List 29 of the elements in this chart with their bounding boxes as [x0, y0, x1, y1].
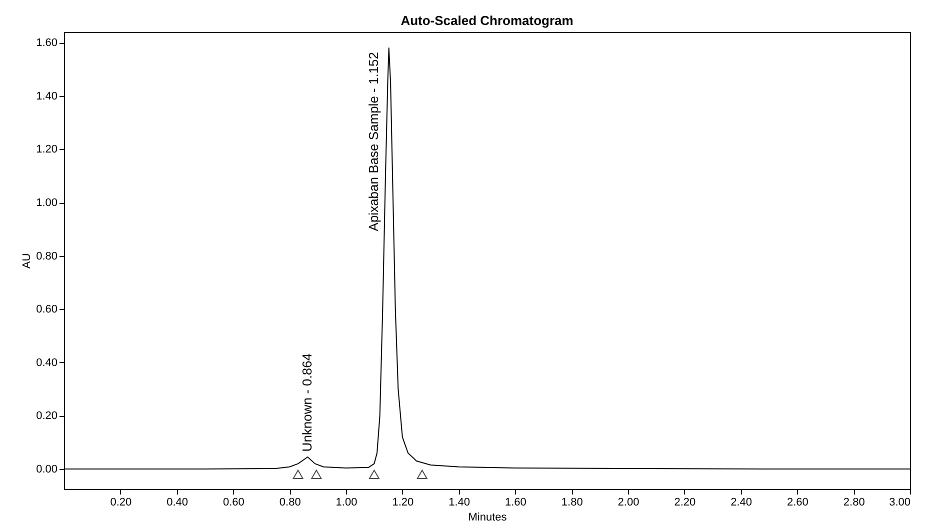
- x-tick-label: 2.60: [786, 496, 808, 508]
- y-tick-label: 0.80: [36, 250, 58, 262]
- x-tick-label: 1.80: [561, 496, 583, 508]
- x-tick-label: 1.60: [504, 496, 526, 508]
- annotation: Unknown - 0.864: [300, 353, 315, 452]
- x-tick-label: 3.00: [889, 496, 910, 508]
- y-tick-label: 1.20: [36, 144, 58, 156]
- x-tick-label: 2.00: [618, 496, 640, 508]
- y-tick-label: 1.40: [36, 90, 58, 102]
- x-tick-label: 0.60: [222, 496, 244, 508]
- x-tick-label: 0.20: [110, 496, 132, 508]
- x-axis-title: Minutes: [468, 512, 508, 524]
- x-tick-label: 1.20: [392, 496, 414, 508]
- y-tick-label: 0.00: [36, 464, 58, 476]
- x-tick-label: 1.00: [336, 496, 358, 508]
- annotation: Apixaban Base Sample - 1.152: [366, 52, 381, 232]
- x-tick-label: 0.40: [166, 496, 188, 508]
- y-tick-label: 1.60: [36, 37, 58, 50]
- x-tick-label: 2.40: [730, 496, 752, 508]
- chart-title: Auto-Scaled Chromatogram: [400, 13, 574, 28]
- y-tick-label: 0.20: [36, 410, 58, 422]
- x-tick-label: 2.20: [674, 496, 696, 508]
- y-tick-label: 1.00: [36, 197, 58, 210]
- x-tick-label: 2.80: [843, 496, 865, 508]
- x-tick-label: 0.80: [279, 496, 301, 508]
- y-tick-label: 0.60: [36, 304, 58, 316]
- y-axis-title: AU: [21, 253, 34, 269]
- y-tick-label: 0.40: [36, 356, 58, 369]
- x-tick-label: 1.40: [448, 496, 470, 508]
